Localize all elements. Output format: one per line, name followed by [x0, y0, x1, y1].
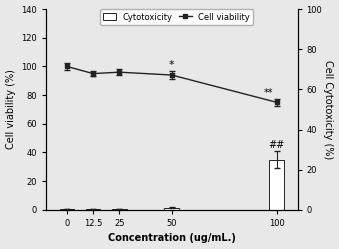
X-axis label: Concentration (ug/mL.): Concentration (ug/mL.): [108, 234, 236, 244]
Text: **: **: [263, 88, 273, 98]
Legend: Cytotoxicity, Cell viability: Cytotoxicity, Cell viability: [100, 9, 254, 25]
Text: ##: ##: [268, 140, 285, 150]
Text: *: *: [169, 60, 175, 70]
Y-axis label: Cell Cytotoxicity (%): Cell Cytotoxicity (%): [323, 60, 334, 159]
Bar: [86, 209, 100, 210]
Bar: [112, 209, 127, 210]
Bar: [60, 209, 74, 210]
Bar: [164, 208, 179, 210]
Bar: [269, 160, 284, 210]
Y-axis label: Cell viability (%): Cell viability (%): [5, 69, 16, 149]
